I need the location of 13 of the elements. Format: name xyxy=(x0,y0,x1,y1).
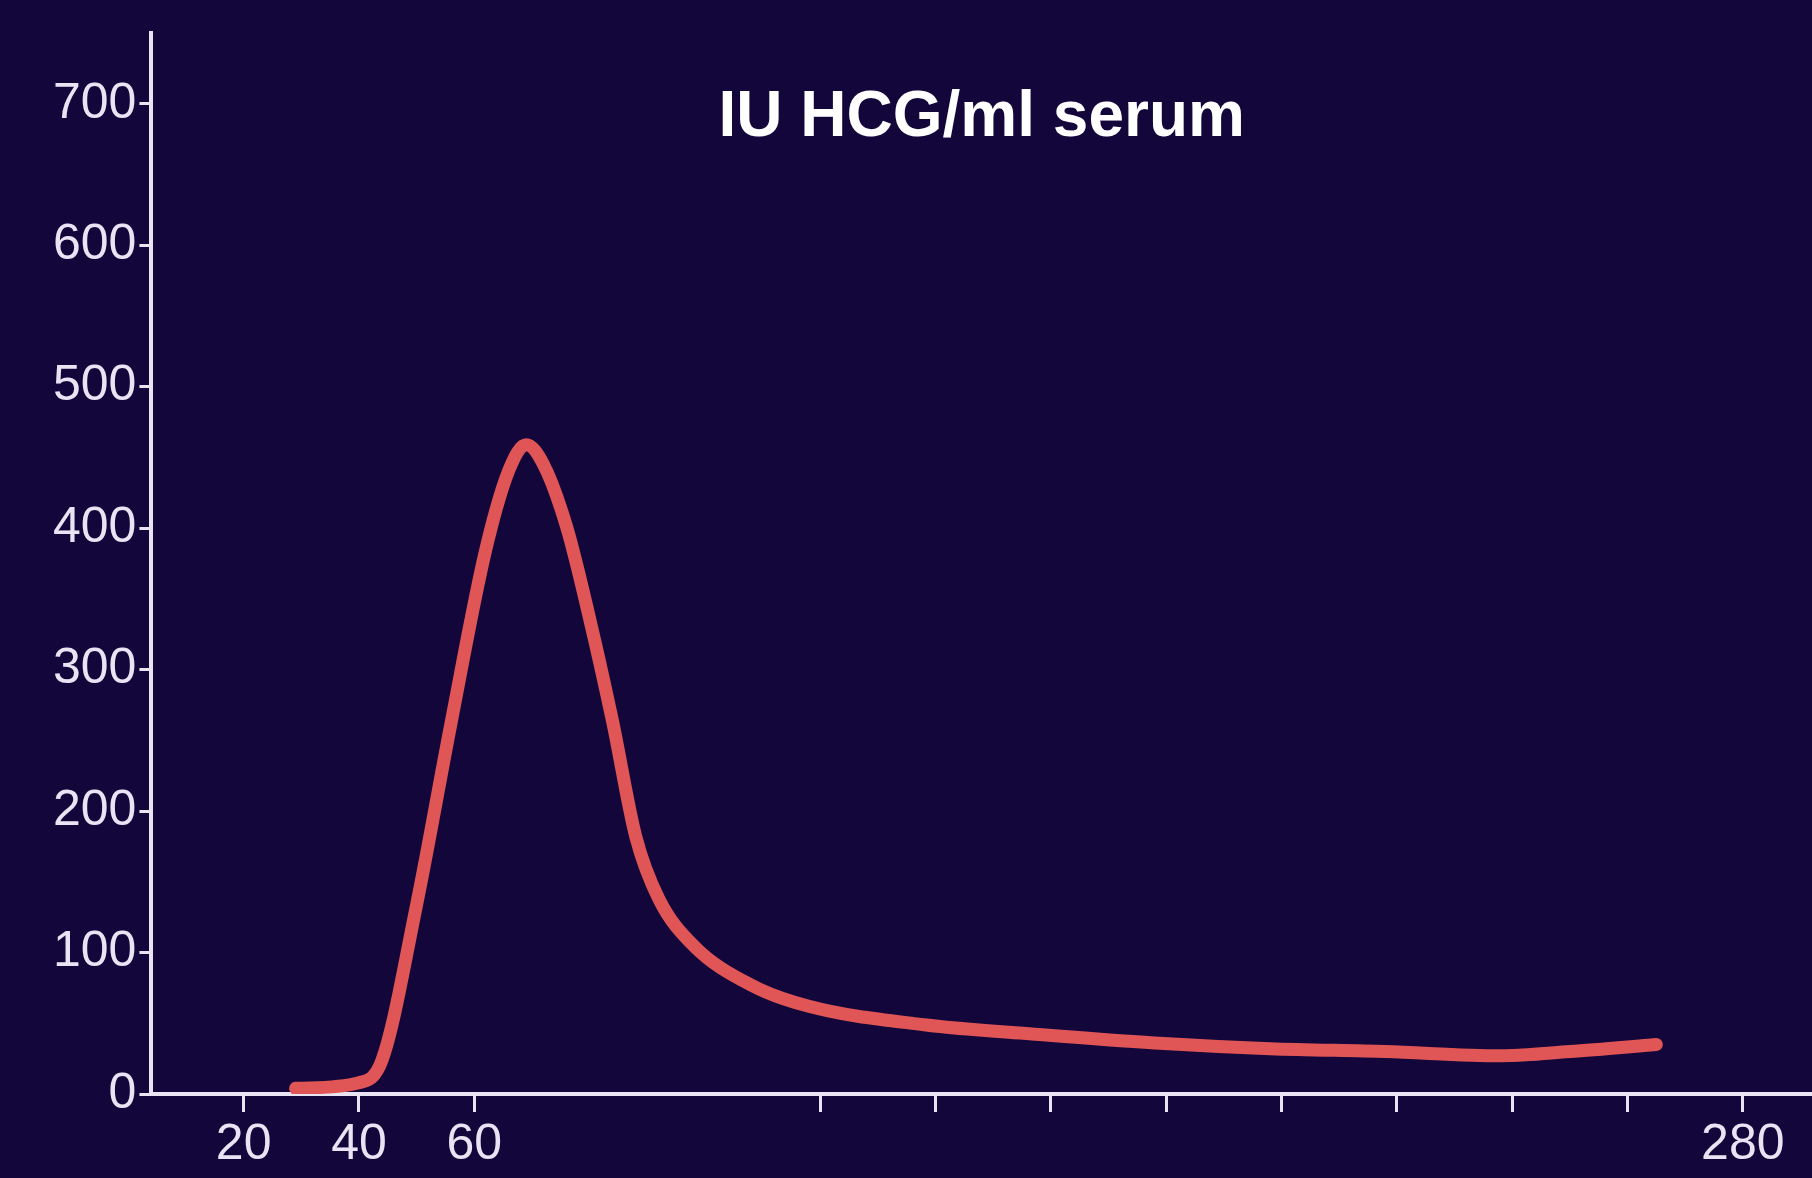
y-tick-label: 400 xyxy=(52,496,137,553)
y-tick-label: 0 xyxy=(108,1062,137,1119)
y-tick-label: 600 xyxy=(52,213,137,270)
y-tick-label: 500 xyxy=(52,355,137,412)
x-tick-label: 60 xyxy=(446,1113,503,1170)
y-tick-label: 100 xyxy=(52,921,137,978)
x-tick-label: 20 xyxy=(215,1113,272,1170)
y-tick-label: 200 xyxy=(52,779,137,836)
x-tick-label: 280 xyxy=(1701,1113,1785,1170)
text: IU HCG/ml serum xyxy=(718,77,1245,150)
y-tick-label: 300 xyxy=(52,638,137,695)
x-tick-label: 40 xyxy=(331,1113,387,1170)
y-tick-label: 700 xyxy=(52,72,137,129)
